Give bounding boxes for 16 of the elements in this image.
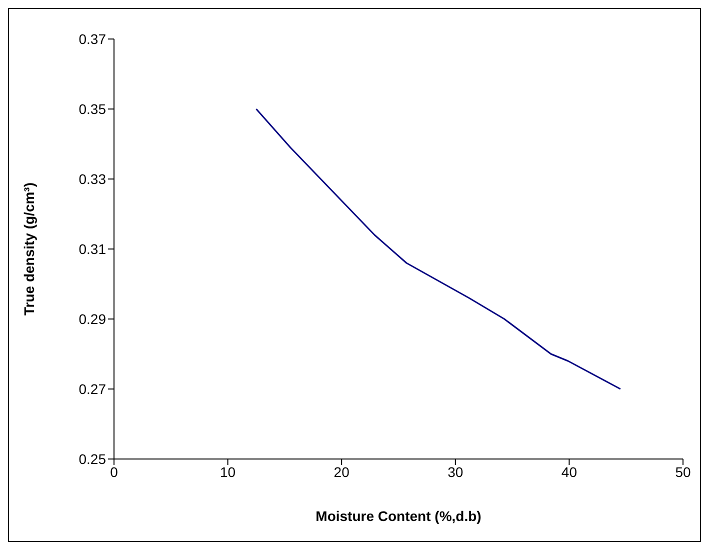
y-tick-label: 0.27 (78, 380, 106, 397)
x-tick-label: 30 (448, 464, 464, 480)
y-tick-label: 0.25 (78, 450, 106, 467)
y-tick-label: 0.29 (78, 310, 106, 327)
x-tick-label: 50 (675, 464, 691, 480)
x-tick-label: 0 (110, 464, 118, 480)
y-tick-label: 0.35 (78, 100, 106, 117)
x-axis-title: Moisture Content (%,d.b) (316, 508, 482, 524)
x-tick-label: 20 (334, 464, 350, 480)
x-tick-label: 10 (220, 464, 236, 480)
y-tick-label: 0.31 (78, 240, 106, 257)
line-series (256, 108, 622, 390)
y-tick-label: 0.33 (78, 170, 106, 187)
y-tick-label: 0.37 (78, 30, 106, 47)
x-tick-label: 40 (561, 464, 578, 480)
y-axis-title: True density (g/cm³) (20, 182, 37, 316)
